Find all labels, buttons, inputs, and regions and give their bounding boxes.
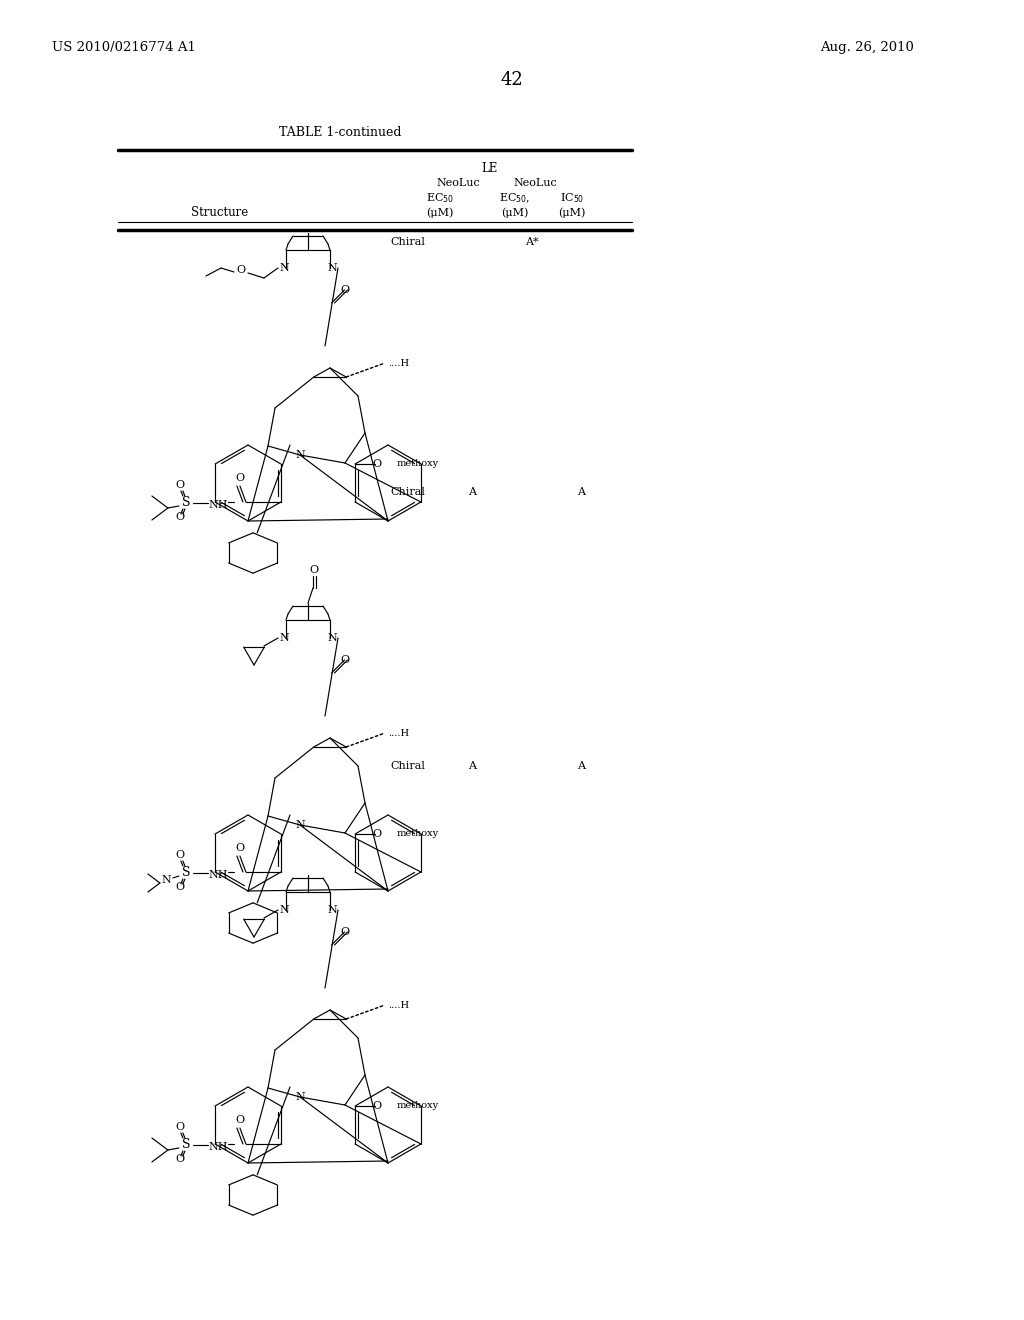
Text: A: A [468, 487, 476, 498]
Text: Structure: Structure [191, 206, 249, 219]
Text: A: A [468, 762, 476, 771]
Text: Chiral: Chiral [390, 238, 425, 247]
Text: N: N [327, 263, 337, 273]
Text: NH: NH [208, 500, 227, 510]
Text: 42: 42 [501, 71, 523, 88]
Text: O: O [340, 285, 349, 294]
Text: methoxy: methoxy [397, 459, 439, 469]
Text: ....H: ....H [388, 359, 410, 367]
Text: NH: NH [208, 1142, 227, 1152]
Text: (μM): (μM) [426, 207, 454, 218]
Text: NeoLuc: NeoLuc [436, 178, 480, 187]
Text: NeoLuc: NeoLuc [513, 178, 557, 187]
Text: N: N [280, 906, 289, 915]
Text: O: O [373, 459, 382, 469]
Text: ....H: ....H [388, 1001, 410, 1010]
Text: O: O [236, 473, 245, 483]
Text: N: N [280, 634, 289, 643]
Text: O: O [175, 882, 184, 892]
Text: Aug. 26, 2010: Aug. 26, 2010 [820, 41, 913, 54]
Text: O: O [175, 850, 184, 861]
Text: IC$_{50}$: IC$_{50}$ [560, 191, 584, 205]
Text: A: A [577, 487, 585, 498]
Text: TABLE 1-continued: TABLE 1-continued [279, 127, 401, 140]
Text: N: N [295, 1092, 305, 1102]
Text: O: O [175, 1154, 184, 1164]
Text: A: A [577, 762, 585, 771]
Text: ....H: ....H [388, 729, 410, 738]
Text: Chiral: Chiral [390, 762, 425, 771]
Text: O: O [373, 1101, 382, 1111]
Text: N: N [280, 263, 289, 273]
Text: methoxy: methoxy [397, 829, 439, 838]
Text: O: O [236, 843, 245, 853]
Text: O: O [175, 512, 184, 521]
Text: EC$_{50}$,: EC$_{50}$, [500, 191, 530, 205]
Text: O: O [236, 1115, 245, 1125]
Text: NH: NH [208, 870, 227, 880]
Text: N: N [327, 906, 337, 915]
Text: S: S [181, 496, 190, 510]
Text: LE: LE [482, 161, 499, 174]
Text: (μM): (μM) [502, 207, 528, 218]
Text: N: N [161, 875, 171, 884]
Text: (μM): (μM) [558, 207, 586, 218]
Text: O: O [340, 927, 349, 937]
Text: O: O [237, 265, 246, 275]
Text: S: S [181, 1138, 190, 1151]
Text: Chiral: Chiral [390, 487, 425, 498]
Text: O: O [309, 565, 318, 576]
Text: N: N [327, 634, 337, 643]
Text: N: N [295, 450, 305, 459]
Text: N: N [295, 820, 305, 830]
Text: O: O [340, 655, 349, 665]
Text: EC$_{50}$: EC$_{50}$ [426, 191, 454, 205]
Text: S: S [181, 866, 190, 879]
Text: US 2010/0216774 A1: US 2010/0216774 A1 [52, 41, 196, 54]
Text: O: O [175, 1122, 184, 1133]
Text: O: O [175, 480, 184, 490]
Text: O: O [373, 829, 382, 840]
Text: methoxy: methoxy [397, 1101, 439, 1110]
Text: A*: A* [525, 238, 539, 247]
